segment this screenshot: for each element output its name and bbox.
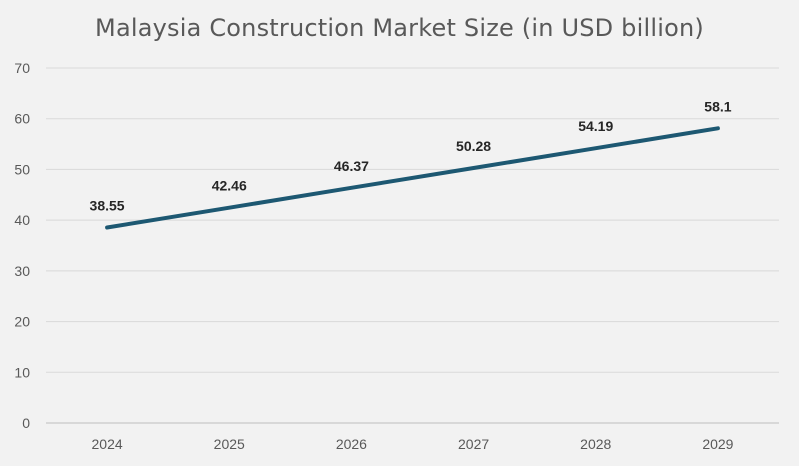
y-tick-label: 30 [14, 263, 30, 279]
gridlines [46, 67, 779, 424]
chart-title: Malaysia Construction Market Size (in US… [95, 14, 704, 42]
data-label: 50.28 [456, 138, 491, 154]
y-tick-label: 70 [14, 60, 30, 76]
data-label: 38.55 [90, 197, 125, 213]
y-tick-label: 40 [14, 212, 30, 228]
x-axis-ticks: 2024 2025 2026 2027 2028 2029 [92, 436, 734, 452]
y-tick-label: 50 [14, 161, 30, 177]
x-tick-label: 2029 [702, 436, 733, 452]
x-tick-label: 2026 [336, 436, 367, 452]
x-tick-label: 2027 [458, 436, 489, 452]
data-label: 58.1 [704, 98, 731, 114]
y-tick-label: 0 [22, 415, 30, 431]
data-label: 42.46 [212, 178, 247, 194]
y-tick-label: 60 [14, 111, 30, 127]
series-market-size [105, 126, 720, 230]
y-tick-label: 20 [14, 314, 30, 330]
x-tick-label: 2028 [580, 436, 611, 452]
x-tick-label: 2024 [92, 436, 123, 452]
data-label: 54.19 [578, 118, 613, 134]
data-label: 46.37 [334, 158, 369, 174]
y-axis-ticks: 0 10 20 30 40 50 60 70 [14, 60, 30, 431]
series-line [105, 126, 720, 230]
data-labels: 38.55 42.46 46.37 50.28 54.19 58.1 [90, 98, 732, 213]
x-tick-label: 2025 [214, 436, 245, 452]
y-tick-label: 10 [14, 364, 30, 380]
